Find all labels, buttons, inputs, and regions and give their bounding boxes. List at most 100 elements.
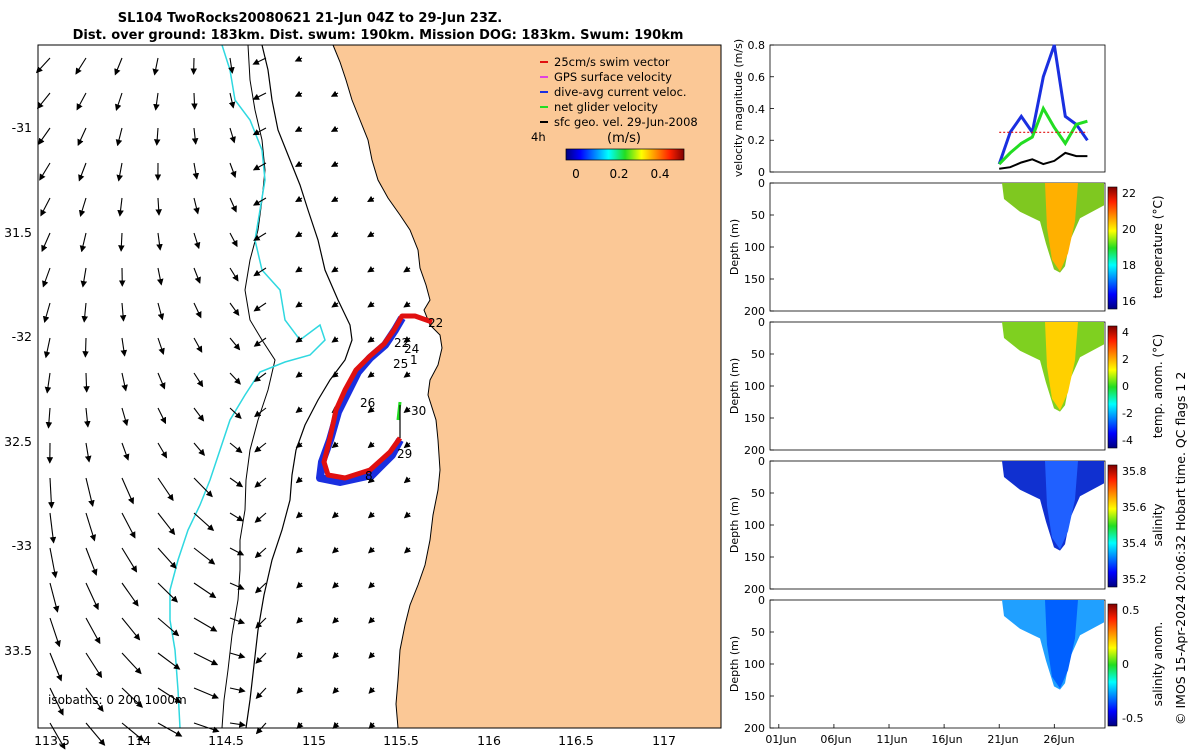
colorbar-label: salinity	[1151, 503, 1165, 546]
depth-tick: 100	[744, 380, 765, 393]
current-vector-arrow	[229, 197, 237, 213]
x-tick: 21Jun	[987, 733, 1018, 746]
current-vector-arrow	[118, 232, 125, 252]
depth-tick: 200	[744, 583, 765, 596]
current-vector-arrow	[121, 617, 141, 641]
current-vector-arrow	[295, 371, 303, 378]
day-label: 22	[394, 336, 409, 350]
current-vector-arrow	[77, 127, 87, 146]
current-vector-arrow	[85, 547, 98, 576]
current-vector-arrow	[331, 511, 340, 519]
current-vector-arrow	[81, 302, 89, 323]
current-vector-arrow	[253, 302, 267, 312]
colorbar-tick: -0.5	[1122, 712, 1143, 725]
depth-tick: 200	[744, 722, 765, 735]
current-vector-arrow	[193, 267, 201, 284]
colorbar-tick: -2	[1122, 407, 1133, 420]
depth-tick: 50	[751, 209, 765, 222]
current-vector-arrow	[49, 547, 58, 579]
current-vector-arrow	[35, 57, 51, 74]
footer-copyright: © IMOS 15-Apr-2024 20:06:32 Hobart time.…	[1173, 372, 1188, 725]
depth-ylabel: Depth (m)	[728, 636, 741, 692]
current-vector-arrow	[83, 372, 90, 393]
day-label: 29	[397, 447, 412, 461]
depth-tick: 100	[744, 519, 765, 532]
colorbar-title: (m/s)	[607, 131, 641, 146]
vel-ytick: 0.4	[748, 103, 766, 116]
current-vector-arrow	[332, 581, 340, 589]
velocity-series-line	[997, 44, 1089, 165]
current-vector-arrow	[368, 651, 376, 659]
profile-colorbar	[1107, 603, 1118, 727]
current-vector-arrow	[332, 721, 340, 730]
current-vector-arrow	[193, 582, 217, 599]
current-vector-arrow	[295, 546, 304, 554]
velocity-ylabel: velocity magnitude (m/s)	[732, 39, 745, 177]
x-tick: 26Jun	[1043, 733, 1074, 746]
current-vector-arrow	[367, 266, 375, 273]
speed-colorbar	[565, 148, 685, 161]
current-vector-arrow	[367, 195, 375, 203]
current-vector-arrow	[255, 687, 267, 700]
isobath-200m	[245, 44, 353, 729]
profile-data-core	[1045, 322, 1078, 411]
isobath-caption: isobaths: 0 200 1000m	[48, 693, 187, 707]
current-vector-arrow	[367, 371, 375, 378]
velocity-series-line	[999, 151, 1088, 170]
vel-ytick: 0	[758, 166, 765, 179]
current-vector-arrow	[403, 406, 411, 413]
legend-label-geo: sfc geo. vel. 29-Jun-2008	[554, 115, 698, 129]
map-frame	[37, 44, 722, 729]
map-panel: 22 22 24 1 25 26 30 29 8 25cm/s swim vec…	[4, 44, 722, 750]
current-vector-arrow	[48, 477, 55, 509]
current-vector-arrow	[49, 652, 63, 682]
current-vector-arrow	[229, 512, 244, 522]
current-vector-arrow	[193, 302, 202, 319]
isobath-1000m-black	[221, 44, 276, 729]
day-labels: 22 22 24 1 25 26 30 29 8	[360, 316, 443, 483]
current-vector-arrow	[192, 162, 200, 180]
current-vector-arrow	[403, 511, 412, 519]
colorbar-tick: 35.2	[1122, 573, 1147, 586]
depth-tick: 100	[744, 658, 765, 671]
legend-label-dive: dive-avg current veloc.	[554, 85, 687, 99]
current-vector-arrow	[155, 197, 162, 216]
map-legend: 25cm/s swim vector GPS surface velocity …	[531, 55, 698, 181]
current-vector-arrow	[229, 267, 239, 282]
current-vector-arrow	[229, 372, 241, 385]
current-vector-arrow	[39, 162, 51, 181]
current-vector-arrow	[84, 442, 92, 463]
day-label: 30	[411, 404, 426, 418]
current-vector-arrow	[295, 266, 303, 273]
current-vector-arrow	[229, 582, 245, 590]
current-vector-arrow	[121, 582, 139, 607]
lon-tick: 113.5	[34, 733, 70, 748]
current-vector-arrow	[229, 442, 243, 454]
title-line-2: Dist. over ground: 183km. Dist. swum: 19…	[73, 28, 684, 43]
current-vector-arrow	[119, 302, 127, 322]
current-vector-arrow	[117, 197, 124, 217]
current-vector-arrow	[76, 92, 87, 111]
current-vector-arrow	[193, 722, 220, 733]
current-vector-arrow	[116, 162, 123, 182]
current-vector-arrow	[193, 372, 204, 388]
current-vector-arrow	[254, 547, 267, 559]
current-vector-arrow	[229, 721, 246, 728]
profile-panel: 0 50 100 150 200 Depth (m) 35.2 35.4 35.6 35.8 sal…	[728, 455, 1165, 596]
vel-ytick: 0.2	[748, 134, 766, 147]
current-vector-arrow	[42, 267, 51, 288]
current-vector-arrow	[156, 267, 164, 286]
velocity-axes	[769, 44, 1106, 173]
depth-ylabel: Depth (m)	[728, 219, 741, 275]
map-lon-axis: 113.5 114 114.5 115 115.5 116 116.5 117	[34, 733, 676, 748]
depth-tick: 0	[758, 594, 765, 607]
current-vector-arrow	[157, 512, 176, 536]
current-vector-arrow	[294, 90, 303, 97]
current-vector-arrow	[85, 617, 101, 645]
current-vector-arrow	[193, 652, 219, 666]
current-vector-arrow	[121, 722, 145, 742]
legend-label-gps: GPS surface velocity	[554, 70, 672, 84]
day-label: 8	[365, 469, 373, 483]
lon-tick: 116	[477, 733, 501, 748]
current-vector-arrow	[156, 232, 163, 251]
